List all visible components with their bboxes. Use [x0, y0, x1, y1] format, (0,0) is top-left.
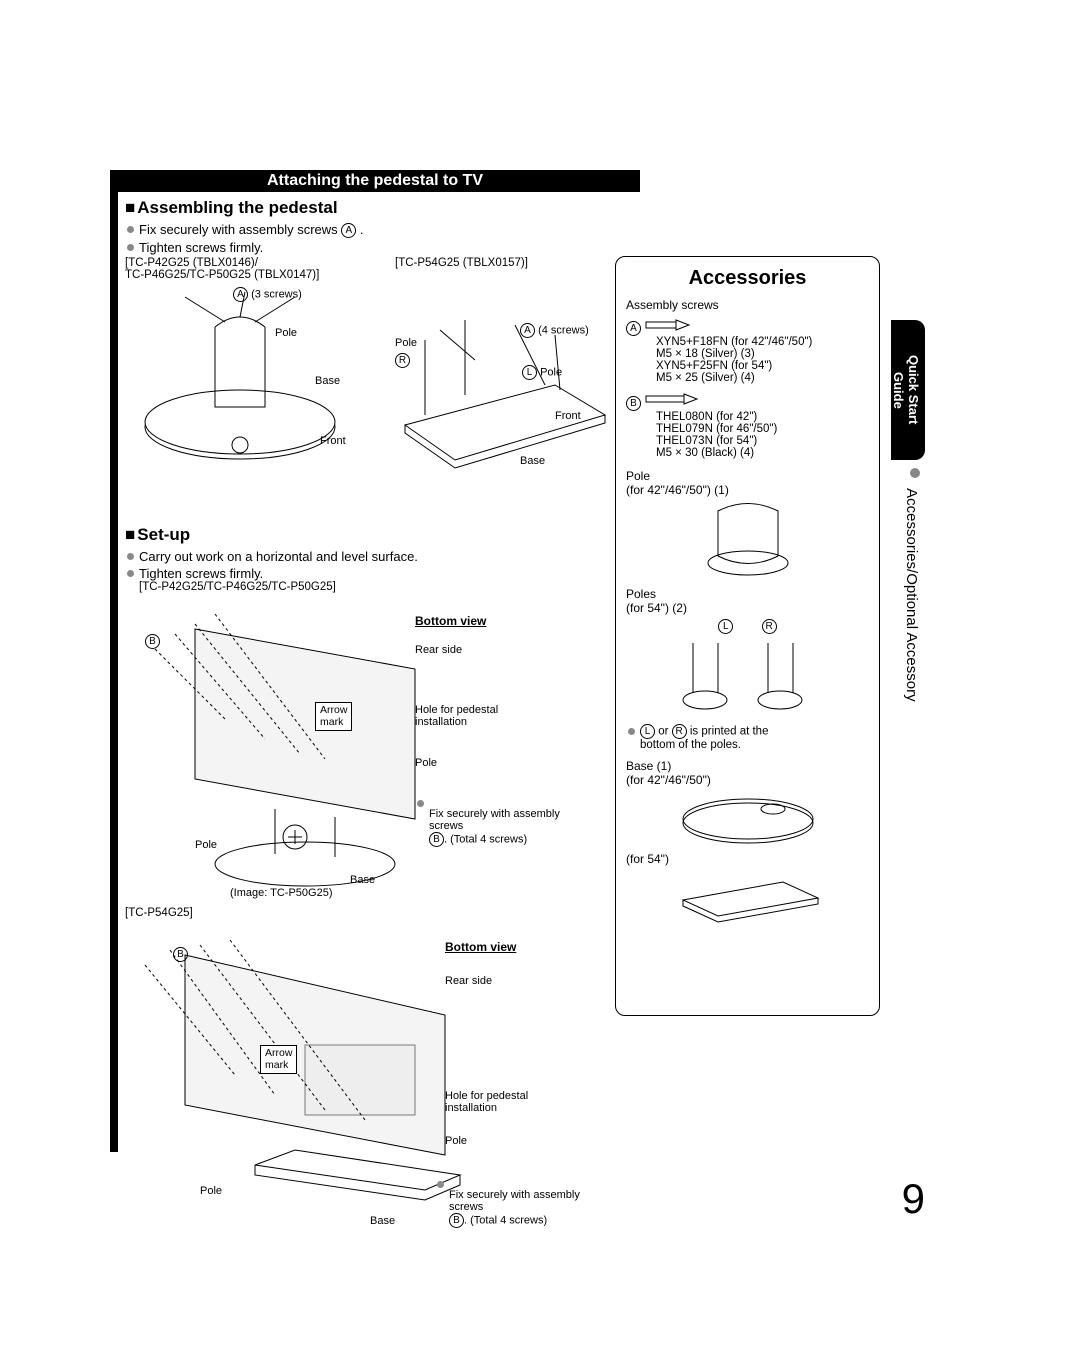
- lr-note: L or R is printed at the bottom of the p…: [626, 724, 869, 751]
- circled-b-icon: B: [626, 396, 641, 411]
- poles-2-sketch: [673, 638, 823, 718]
- base-1-sketch: [673, 791, 823, 846]
- pole-label: Pole: [395, 337, 417, 349]
- setup-model-2: [TC-P54G25]: [125, 907, 625, 919]
- image-caption: (Image: TC-P50G25): [230, 887, 333, 899]
- model-a-label: [TC-P42G25 (TBLX0146)/ TC-P46G25/TC-P50G…: [125, 257, 375, 281]
- pole-label: Pole: [275, 327, 297, 339]
- screw-b-icon: [644, 392, 704, 406]
- circled-l-icon: L: [522, 365, 537, 380]
- front-label: Front: [555, 410, 581, 422]
- pole-label: Pole: [195, 839, 217, 851]
- page-number: 9: [902, 1175, 925, 1223]
- setup-bullet-2: Tighten screws firmly.: [125, 566, 625, 581]
- setup-title: Set-up: [125, 525, 625, 545]
- total4: . (Total 4 screws): [464, 1214, 547, 1226]
- or-text: or: [658, 726, 668, 738]
- base-1-label: Base (1) (for 42"/46"/50"): [626, 759, 869, 787]
- base-label: Base: [370, 1215, 395, 1227]
- assembling-title: Assembling the pedestal: [125, 198, 625, 218]
- setup-model-1: [TC-P42G25/TC-P46G25/TC-P50G25]: [139, 581, 625, 593]
- poles-2-label: Poles (for 54") (2): [626, 587, 869, 615]
- setup-diagram-2: B Bottom view Rear side Arrow mark Hole …: [125, 925, 625, 1235]
- assembling-bullet-1: Fix securely with assembly screws A .: [125, 222, 625, 238]
- base-label: Base: [520, 455, 545, 467]
- tab-label: Quick Start Guide: [891, 320, 921, 460]
- fix-note: Fix securely with assembly screws B. (To…: [415, 796, 560, 847]
- section-header-bar: Attaching the pedestal to TV: [110, 170, 640, 192]
- accessories-box: Accessories Assembly screws A XYN5+F18FN…: [615, 256, 880, 1016]
- dot: .: [360, 222, 364, 237]
- base-label: Base: [315, 375, 340, 387]
- circled-b-icon: B: [145, 634, 160, 649]
- fix-text: Fix securely with assembly screws: [449, 1189, 580, 1213]
- circled-l-icon: L: [640, 724, 655, 739]
- bullet-icon: [910, 468, 920, 478]
- circled-a-icon: A: [626, 321, 641, 336]
- circled-a-icon: A: [520, 323, 535, 338]
- circled-r-icon: R: [762, 619, 777, 634]
- circled-a-icon: A: [341, 223, 356, 238]
- screws-count: (4 screws): [538, 324, 589, 336]
- pole-1-sketch: [693, 501, 803, 581]
- rear-side-label: Rear side: [445, 975, 492, 987]
- pole-label: Pole: [200, 1185, 222, 1197]
- rear-side-label: Rear side: [415, 644, 462, 656]
- circled-a-icon: A: [233, 287, 248, 302]
- assembling-right-group: [TC-P54G25 (TBLX0157)] A (4 screws) Pole: [395, 257, 620, 515]
- fix-text: Fix securely with assembly screws: [429, 808, 560, 832]
- quick-start-guide-tab: Quick Start Guide: [891, 320, 925, 460]
- assembling-left-group: [TC-P42G25 (TBLX0146)/ TC-P46G25/TC-P50G…: [125, 257, 375, 515]
- assembly-screws-label: Assembly screws: [626, 298, 869, 312]
- circled-b-icon: B: [449, 1213, 464, 1228]
- pole-1-label: Pole (for 42"/46"/50") (1): [626, 469, 869, 497]
- screw-a-specs: XYN5+F18FN (for 42"/46"/50") M5 × 18 (Si…: [656, 336, 869, 384]
- screw-a-icon: [644, 318, 704, 332]
- side-label-text: Accessories/Optional Accessory: [903, 488, 920, 701]
- screw-b-specs: THEL080N (for 42") THEL079N (for 46"/50"…: [656, 411, 869, 459]
- text: Fix securely with assembly screws: [139, 222, 338, 237]
- pedestal-diagram-1: A (3 screws) Pole Base Front: [125, 287, 375, 477]
- front-label: Front: [320, 435, 346, 447]
- fix-note: Fix securely with assembly screws B. (To…: [435, 1177, 580, 1228]
- arrow-mark-box: Arrow mark: [315, 702, 352, 731]
- pedestal-diagram-2: A (4 screws) Pole R L Pole Front Base: [395, 315, 620, 515]
- hole-label: Hole for pedestal installation: [415, 704, 498, 728]
- arrow-mark-box: Arrow mark: [260, 1045, 297, 1074]
- assembling-bullet-2: Tighten screws firmly.: [125, 240, 625, 255]
- accessories-title: Accessories: [626, 267, 869, 290]
- base-2-sketch: [673, 870, 823, 925]
- setup-diagram-1: B Bottom view Rear side Arrow mark Hole …: [125, 599, 625, 899]
- base-2-label: (for 54"): [626, 852, 869, 866]
- main-left-column: Assembling the pedestal Fix securely wit…: [125, 198, 625, 1235]
- side-section-label: Accessories/Optional Accessory: [903, 468, 920, 702]
- circled-b-icon: B: [429, 832, 444, 847]
- bottom-view-label: Bottom view: [415, 614, 486, 628]
- pole-label: Pole: [415, 757, 437, 769]
- total4: . (Total 4 screws): [444, 833, 527, 845]
- circled-r-icon: R: [395, 353, 410, 368]
- hole-label: Hole for pedestal installation: [445, 1090, 528, 1114]
- base-label: Base: [350, 874, 375, 886]
- screws-count: (3 screws): [251, 288, 302, 300]
- bottom-view-label: Bottom view: [445, 940, 516, 954]
- circled-l-icon: L: [718, 619, 733, 634]
- left-vertical-bar: [110, 192, 118, 1152]
- pole-label: Pole: [445, 1135, 467, 1147]
- circled-b-icon: B: [173, 947, 188, 962]
- model-b-label: [TC-P54G25 (TBLX0157)]: [395, 257, 620, 269]
- setup-bullet-1: Carry out work on a horizontal and level…: [125, 549, 625, 564]
- circled-r-icon: R: [672, 724, 687, 739]
- pole-label: Pole: [540, 366, 562, 378]
